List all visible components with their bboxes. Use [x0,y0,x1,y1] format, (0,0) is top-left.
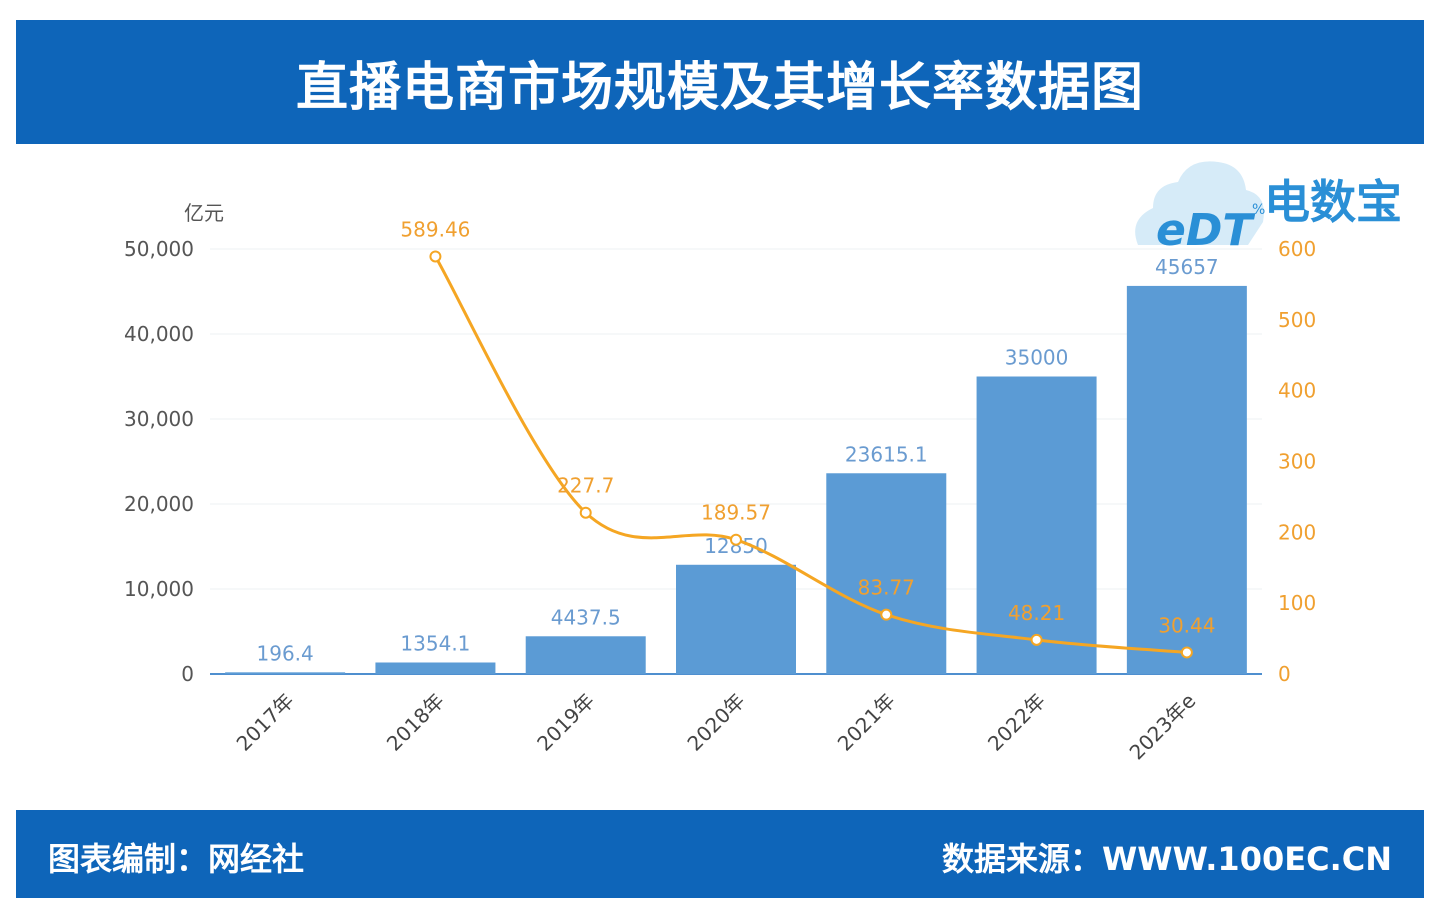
growth-value-label: 589.46 [400,217,470,241]
logo-brand: 电数宝 [1264,175,1402,229]
x-tick-label: 2019年 [532,689,599,756]
bar [375,662,496,674]
y-tick-label: 30,000 [124,407,194,431]
y2-tick-label: 500 [1278,308,1316,332]
growth-point [730,533,742,546]
cloud-logo-icon: eDT % 电数宝 [1135,161,1402,256]
y-tick-label: 0 [181,662,194,686]
y2-tick-label: 0 [1278,662,1291,686]
footer-source: 数据来源：WWW.100EC.CN [941,840,1392,878]
growth-value-label: 30.44 [1158,613,1215,637]
logo-mark: eDT [1156,205,1255,256]
y-axis-label: 亿元 [184,201,224,225]
bar [826,473,947,674]
y2-tick-label: 100 [1278,591,1316,615]
y-tick-label: 10,000 [124,577,194,601]
y2-tick-label: 200 [1278,520,1316,544]
y-tick-label: 20,000 [124,492,194,516]
growth-point [880,608,893,621]
bar [676,564,796,674]
bar [225,672,346,674]
chart-svg: 0 10,000 20,000 30,000 40,000 50,000 0 100 200 30… [124,201,1316,765]
y2-tick-label: 600 [1278,237,1316,261]
growth-value-label: 48.21 [1008,601,1065,625]
x-tick-label: 2017年 [232,689,299,756]
footer-credit: 图表编制：网经社 [48,840,305,878]
growth-point [429,250,442,263]
bar [976,376,1097,674]
bar-value-label: 23615.1 [845,442,928,466]
footer-banner: 图表编制：网经社 数据来源：WWW.100EC.CN [16,810,1424,898]
bar-value-label: 35000 [1005,346,1069,370]
growth-point [1030,633,1043,646]
bar-value-label: 4437.5 [551,605,621,629]
growth-point [1180,646,1193,659]
title-banner: 直播电商市场规模及其增长率数据图 [16,20,1424,144]
chart-area: 0 10,000 20,000 30,000 40,000 50,000 0 100 200 30… [0,144,1440,810]
y-tick-label: 50,000 [124,237,194,261]
bar-value-label: 1354.1 [400,631,470,655]
y2-tick-label: 400 [1278,379,1316,403]
y2-tick-label: 300 [1278,450,1316,474]
x-tick-label: 2023年e [1125,689,1201,765]
growth-point [579,506,592,519]
y-tick-label: 40,000 [124,322,194,346]
x-tick-label: 2018年 [382,689,449,756]
growth-value-label: 83.77 [858,576,915,600]
x-tick-label: 2022年 [983,689,1050,756]
x-tick-label: 2021年 [833,689,900,756]
x-tick-label: 2020年 [682,689,749,756]
growth-value-label: 227.7 [557,474,614,498]
logo: eDT % 电数宝 [1128,150,1428,260]
bar-value-label: 196.4 [257,641,314,665]
bar-value-label: 45657 [1155,255,1219,279]
growth-value-label: 189.57 [701,501,771,525]
bar [1126,285,1247,674]
logo-percent: % [1252,202,1265,218]
bar [525,636,646,674]
chart-title: 直播电商市场规模及其增长率数据图 [295,57,1144,118]
